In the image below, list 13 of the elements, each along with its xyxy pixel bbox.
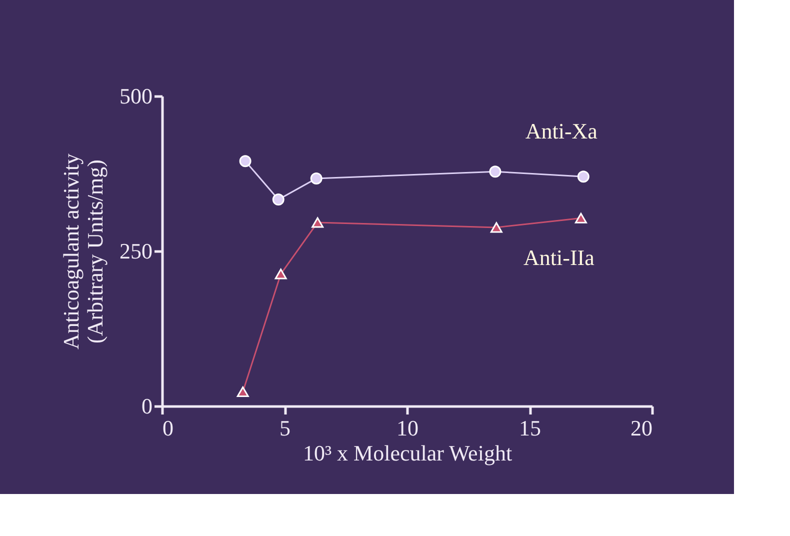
x-tick-label: 5 [280, 416, 290, 440]
y-tick-label: 0 [142, 394, 152, 418]
x-tick-label: 0 [162, 416, 174, 440]
x-tick-label: 10 [396, 416, 418, 440]
x-tick-label: 15 [519, 416, 541, 440]
y-tick-label: 250 [120, 238, 152, 264]
x-axis-title: 10³ x Molecular Weight [302, 440, 512, 466]
x-tick-label: 20 [630, 416, 652, 440]
text: (Arbitrary Units/mg) [82, 160, 108, 344]
y-tick-label: 500 [120, 84, 152, 108]
series-label: Anti-Xa [525, 118, 598, 144]
text: Anticoagulant activity [58, 153, 84, 350]
series-label: Anti-IIa [524, 245, 595, 270]
